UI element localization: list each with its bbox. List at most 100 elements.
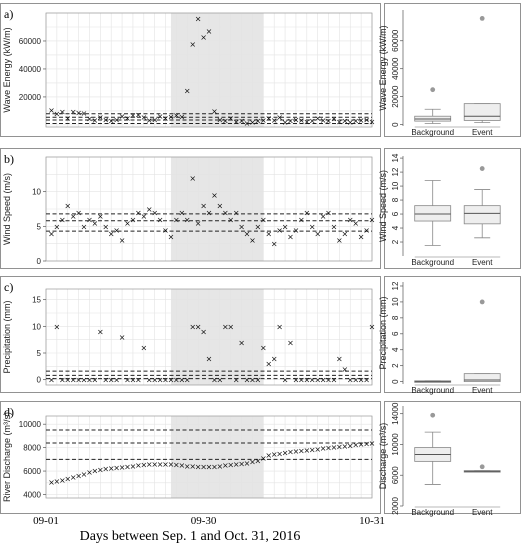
data-point: × (206, 208, 213, 217)
data-point: × (86, 468, 93, 477)
data-point: × (276, 322, 283, 331)
data-point: × (75, 376, 82, 385)
data-point: × (293, 376, 300, 385)
boxplot-y-tick-label: 14 (391, 153, 400, 162)
scatter-panel-frame (0, 148, 381, 269)
data-point: × (331, 115, 338, 124)
data-point: × (146, 205, 153, 214)
data-point: × (81, 109, 88, 118)
data-point: × (195, 219, 202, 228)
data-point: × (168, 113, 175, 122)
data-point: × (244, 376, 251, 385)
boxplot-outlier (479, 166, 485, 171)
data-point: × (222, 322, 229, 331)
data-point: × (222, 461, 229, 470)
data-point: × (227, 461, 234, 470)
x-tick-label: 09-01 (33, 515, 59, 527)
data-point: × (184, 462, 191, 471)
data-point: × (206, 462, 213, 471)
x-tick-label: 09-30 (191, 515, 217, 527)
y-tick-label: 8000 (23, 444, 41, 453)
data-point: × (162, 114, 169, 123)
data-point: × (298, 376, 305, 385)
data-point: × (157, 215, 164, 224)
data-point: × (195, 322, 202, 331)
plot-area-border (45, 415, 373, 499)
data-point: × (211, 462, 218, 471)
data-point: × (331, 222, 338, 231)
data-point: × (227, 114, 234, 123)
y-tick-label: 6000 (23, 467, 41, 476)
boxplot-y-tick-label: 6000 (391, 466, 400, 484)
data-point: × (255, 457, 262, 466)
data-point: × (206, 354, 213, 363)
data-point: × (222, 117, 229, 126)
data-point: × (271, 450, 278, 459)
data-point: × (265, 229, 272, 238)
data-point: × (217, 202, 224, 211)
data-point: × (227, 322, 234, 331)
data-point: × (162, 226, 169, 235)
data-point: × (233, 117, 240, 126)
data-point: × (184, 215, 191, 224)
data-point: × (211, 191, 218, 200)
data-point: × (54, 110, 61, 119)
y-tick-label: 0 (37, 257, 42, 266)
boxplot-y-tick-label: 12 (391, 167, 400, 176)
data-point: × (64, 475, 71, 484)
boxplot-y-tick-label: 60000 (391, 29, 400, 52)
data-point: × (124, 219, 131, 228)
data-point: × (75, 472, 82, 481)
data-point: × (113, 376, 120, 385)
y-tick-label: 10 (32, 322, 41, 331)
data-point: × (48, 376, 55, 385)
data-point: × (102, 115, 109, 124)
data-point: × (200, 33, 207, 42)
data-point: × (217, 376, 224, 385)
data-point: × (325, 208, 332, 217)
data-point: × (287, 117, 294, 126)
data-point: × (108, 229, 115, 238)
data-point: × (200, 462, 207, 471)
data-point: × (108, 376, 115, 385)
panel-label: d) (4, 405, 14, 419)
data-point: × (189, 322, 196, 331)
data-point: × (276, 113, 283, 122)
boxplot-group-label: Event (472, 128, 493, 137)
panel-label: c) (4, 280, 13, 294)
y-tick-label: 4000 (23, 490, 41, 499)
data-point: × (92, 376, 99, 385)
data-point: × (211, 376, 218, 385)
data-point: × (265, 360, 272, 369)
data-point: × (135, 461, 142, 470)
boxplot-y-tick-label: 10 (391, 181, 400, 190)
boxplot-y-tick-label: 4 (391, 225, 400, 230)
y-tick-label: 5 (37, 349, 42, 358)
data-point: × (363, 376, 370, 385)
data-point: × (265, 451, 272, 460)
data-point: × (249, 118, 256, 127)
data-point: × (244, 119, 251, 128)
data-point: × (233, 208, 240, 217)
data-point: × (206, 27, 213, 36)
boxplot-y-tick-label: 8 (391, 315, 400, 320)
data-point: × (217, 115, 224, 124)
data-point: × (282, 448, 289, 457)
boxplot-group-label: Background (411, 386, 454, 395)
data-point: × (54, 322, 61, 331)
data-point: × (48, 106, 55, 115)
data-point: × (59, 376, 66, 385)
data-point: × (64, 376, 71, 385)
data-point: × (325, 117, 332, 126)
data-point: × (157, 460, 164, 469)
data-point: × (314, 229, 321, 238)
data-point: × (341, 365, 348, 374)
data-point: × (81, 376, 88, 385)
data-point: × (352, 376, 359, 385)
data-point: × (309, 117, 316, 126)
data-point: × (64, 114, 71, 123)
data-point: × (217, 462, 224, 471)
data-point: × (195, 15, 202, 24)
data-point: × (70, 376, 77, 385)
